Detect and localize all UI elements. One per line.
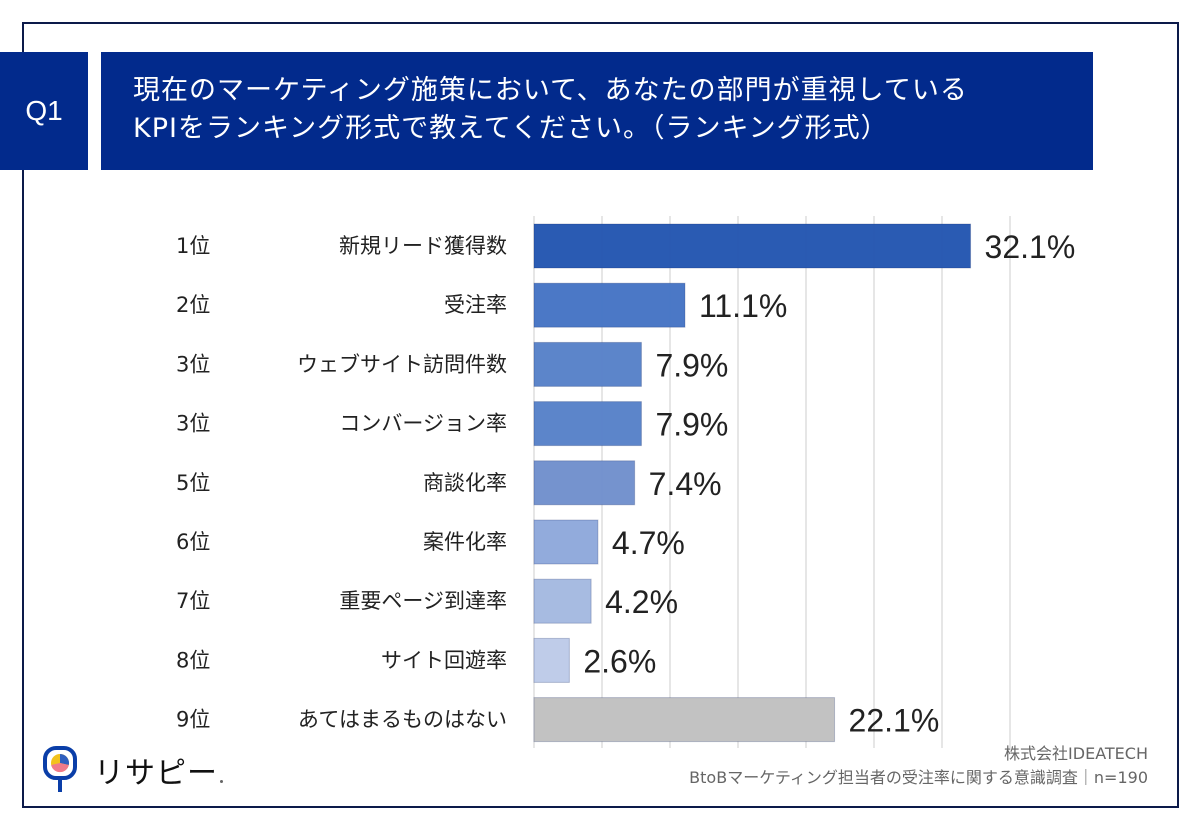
- research-pin-pie-icon: [43, 746, 77, 792]
- value-label: 7.9%: [655, 407, 728, 443]
- value-label: 7.9%: [655, 347, 728, 383]
- bar: [533, 401, 642, 447]
- category-label: 商談化率: [423, 471, 507, 495]
- category-label: 新規リード獲得数: [339, 234, 507, 258]
- category-label: サイト回遊率: [381, 648, 507, 672]
- rank-label: 6位: [176, 530, 210, 554]
- question-badge: Q1: [0, 52, 88, 170]
- rank-label: 3位: [176, 412, 210, 436]
- value-label: 11.1%: [699, 288, 787, 324]
- category-label: あてはまるものはない: [298, 708, 507, 732]
- category-label: 案件化率: [423, 530, 507, 554]
- logo-registered-mark: [220, 779, 223, 783]
- bar: [533, 578, 592, 624]
- bar: [533, 223, 972, 269]
- footer-survey: BtoBマーケティング担当者の受注率に関する意識調査｜n=190: [689, 768, 1148, 787]
- value-label: 4.2%: [605, 584, 678, 620]
- category-label: ウェブサイト訪問件数: [297, 352, 507, 376]
- question-title: 現在のマーケティング施策において、あなたの部門が重視している KPIをランキング…: [101, 52, 1093, 170]
- rank-label: 2位: [176, 293, 210, 317]
- value-label: 32.1%: [985, 229, 1076, 265]
- bar: [533, 519, 599, 565]
- value-label: 2.6%: [583, 643, 656, 679]
- footer-company: 株式会社IDEATECH: [1004, 744, 1148, 763]
- source-footer: 株式会社IDEATECH BtoBマーケティング担当者の受注率に関する意識調査｜…: [689, 742, 1148, 790]
- category-label: コンバージョン率: [339, 412, 507, 436]
- question-title-line-1: 現在のマーケティング施策において、あなたの部門が重視している: [133, 75, 968, 106]
- bar: [533, 637, 570, 683]
- rank-label: 3位: [176, 352, 210, 376]
- value-label: 7.4%: [649, 466, 722, 502]
- category-label: 重要ページ到達率: [339, 589, 507, 613]
- risapy-logo: リサピー: [42, 746, 223, 794]
- bar: [533, 460, 636, 506]
- bar: [533, 282, 686, 328]
- bars: [533, 223, 972, 743]
- rank-label: 8位: [176, 648, 210, 672]
- rank-label: 5位: [176, 471, 210, 495]
- labels: 1位 新規リード獲得数 32.1% 2位 受注率 11.1% 3位 ウェブサイト訪問件数 7.9…: [176, 229, 1075, 739]
- bar: [533, 697, 836, 743]
- bar: [533, 341, 642, 387]
- value-label: 22.1%: [849, 703, 940, 739]
- category-label: 受注率: [444, 293, 507, 317]
- question-title-line-2: KPIをランキング形式で教えてください。（ランキング形式）: [133, 113, 889, 144]
- rank-label: 7位: [176, 589, 210, 613]
- logo-text: リサピー: [94, 756, 218, 791]
- value-label: 4.7%: [612, 525, 685, 561]
- rank-label: 1位: [176, 234, 210, 258]
- rank-label: 9位: [176, 708, 210, 732]
